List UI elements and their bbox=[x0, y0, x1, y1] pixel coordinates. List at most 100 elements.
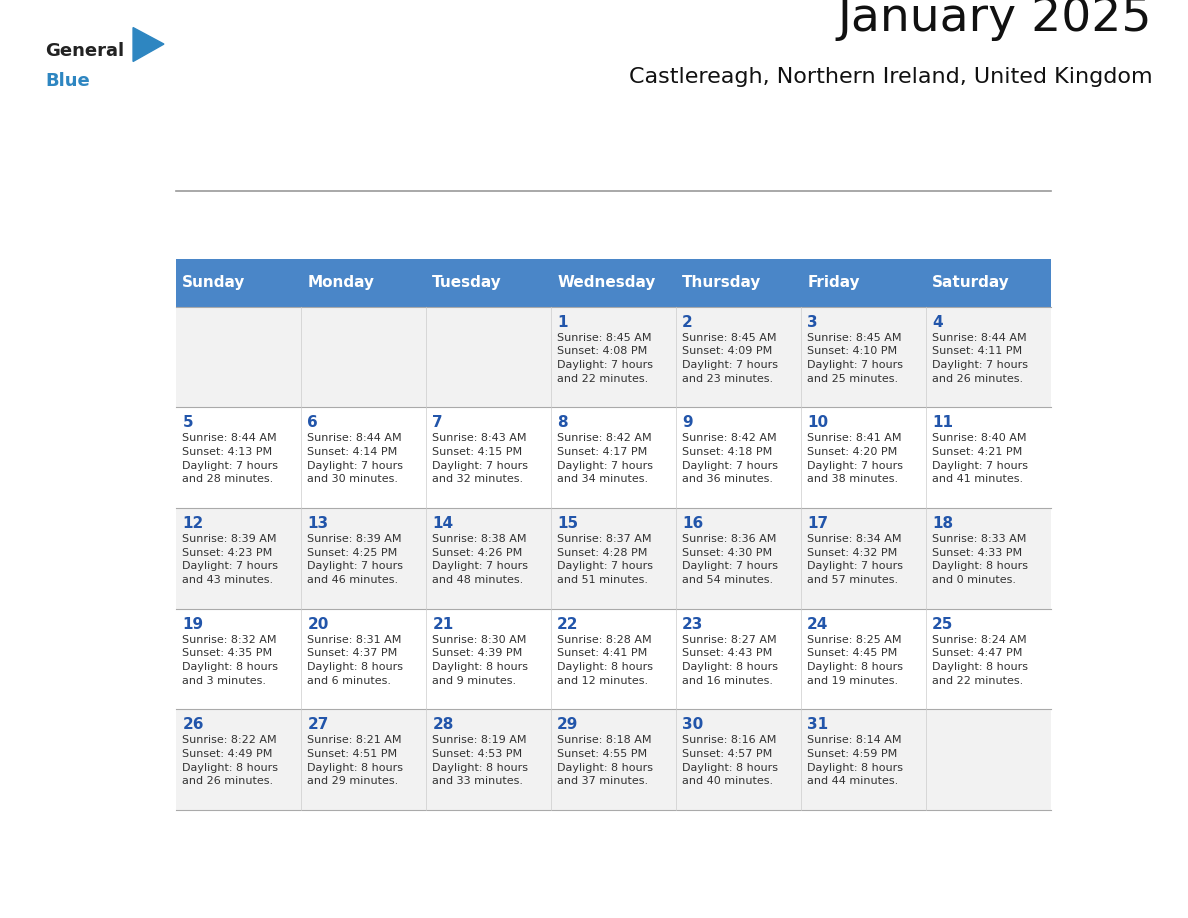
Text: Sunrise: 8:39 AM
Sunset: 4:25 PM
Daylight: 7 hours
and 46 minutes.: Sunrise: 8:39 AM Sunset: 4:25 PM Dayligh… bbox=[308, 534, 403, 585]
Text: Sunrise: 8:38 AM
Sunset: 4:26 PM
Daylight: 7 hours
and 48 minutes.: Sunrise: 8:38 AM Sunset: 4:26 PM Dayligh… bbox=[432, 534, 529, 585]
Text: 13: 13 bbox=[308, 516, 328, 531]
Text: Blue: Blue bbox=[45, 72, 90, 90]
Bar bbox=[426, 259, 551, 307]
Bar bbox=[176, 508, 301, 609]
Bar bbox=[676, 710, 801, 810]
Text: 8: 8 bbox=[557, 415, 568, 431]
Bar bbox=[925, 609, 1051, 710]
Text: 3: 3 bbox=[807, 315, 817, 330]
Text: Sunrise: 8:22 AM
Sunset: 4:49 PM
Daylight: 8 hours
and 26 minutes.: Sunrise: 8:22 AM Sunset: 4:49 PM Dayligh… bbox=[183, 735, 278, 786]
Bar bbox=[301, 609, 426, 710]
Text: Sunrise: 8:40 AM
Sunset: 4:21 PM
Daylight: 7 hours
and 41 minutes.: Sunrise: 8:40 AM Sunset: 4:21 PM Dayligh… bbox=[933, 433, 1028, 485]
Text: Sunrise: 8:21 AM
Sunset: 4:51 PM
Daylight: 8 hours
and 29 minutes.: Sunrise: 8:21 AM Sunset: 4:51 PM Dayligh… bbox=[308, 735, 403, 786]
Text: 29: 29 bbox=[557, 717, 579, 733]
Text: Sunrise: 8:36 AM
Sunset: 4:30 PM
Daylight: 7 hours
and 54 minutes.: Sunrise: 8:36 AM Sunset: 4:30 PM Dayligh… bbox=[682, 534, 778, 585]
Text: Sunrise: 8:42 AM
Sunset: 4:18 PM
Daylight: 7 hours
and 36 minutes.: Sunrise: 8:42 AM Sunset: 4:18 PM Dayligh… bbox=[682, 433, 778, 485]
Text: Sunrise: 8:18 AM
Sunset: 4:55 PM
Daylight: 8 hours
and 37 minutes.: Sunrise: 8:18 AM Sunset: 4:55 PM Dayligh… bbox=[557, 735, 653, 786]
Bar bbox=[301, 259, 426, 307]
Text: Sunrise: 8:25 AM
Sunset: 4:45 PM
Daylight: 8 hours
and 19 minutes.: Sunrise: 8:25 AM Sunset: 4:45 PM Dayligh… bbox=[807, 635, 903, 686]
Bar bbox=[301, 307, 426, 408]
Text: 31: 31 bbox=[807, 717, 828, 733]
Text: Sunrise: 8:14 AM
Sunset: 4:59 PM
Daylight: 8 hours
and 44 minutes.: Sunrise: 8:14 AM Sunset: 4:59 PM Dayligh… bbox=[807, 735, 903, 786]
Bar bbox=[925, 307, 1051, 408]
Text: Sunrise: 8:44 AM
Sunset: 4:13 PM
Daylight: 7 hours
and 28 minutes.: Sunrise: 8:44 AM Sunset: 4:13 PM Dayligh… bbox=[183, 433, 278, 485]
Text: Sunrise: 8:32 AM
Sunset: 4:35 PM
Daylight: 8 hours
and 3 minutes.: Sunrise: 8:32 AM Sunset: 4:35 PM Dayligh… bbox=[183, 635, 278, 686]
Text: Castlereagh, Northern Ireland, United Kingdom: Castlereagh, Northern Ireland, United Ki… bbox=[628, 67, 1152, 87]
Bar bbox=[801, 259, 925, 307]
Text: Sunrise: 8:39 AM
Sunset: 4:23 PM
Daylight: 7 hours
and 43 minutes.: Sunrise: 8:39 AM Sunset: 4:23 PM Dayligh… bbox=[183, 534, 278, 585]
Text: Sunday: Sunday bbox=[183, 275, 246, 290]
Text: Sunrise: 8:31 AM
Sunset: 4:37 PM
Daylight: 8 hours
and 6 minutes.: Sunrise: 8:31 AM Sunset: 4:37 PM Dayligh… bbox=[308, 635, 403, 686]
Text: Sunrise: 8:44 AM
Sunset: 4:14 PM
Daylight: 7 hours
and 30 minutes.: Sunrise: 8:44 AM Sunset: 4:14 PM Dayligh… bbox=[308, 433, 403, 485]
Text: 9: 9 bbox=[682, 415, 693, 431]
Text: Sunrise: 8:42 AM
Sunset: 4:17 PM
Daylight: 7 hours
and 34 minutes.: Sunrise: 8:42 AM Sunset: 4:17 PM Dayligh… bbox=[557, 433, 653, 485]
Text: Saturday: Saturday bbox=[933, 275, 1010, 290]
Text: January 2025: January 2025 bbox=[838, 0, 1152, 41]
Text: Friday: Friday bbox=[807, 275, 860, 290]
Text: Sunrise: 8:16 AM
Sunset: 4:57 PM
Daylight: 8 hours
and 40 minutes.: Sunrise: 8:16 AM Sunset: 4:57 PM Dayligh… bbox=[682, 735, 778, 786]
Text: 7: 7 bbox=[432, 415, 443, 431]
Text: Sunrise: 8:27 AM
Sunset: 4:43 PM
Daylight: 8 hours
and 16 minutes.: Sunrise: 8:27 AM Sunset: 4:43 PM Dayligh… bbox=[682, 635, 778, 686]
Bar bbox=[676, 408, 801, 508]
Bar bbox=[301, 508, 426, 609]
Text: Sunrise: 8:45 AM
Sunset: 4:08 PM
Daylight: 7 hours
and 22 minutes.: Sunrise: 8:45 AM Sunset: 4:08 PM Dayligh… bbox=[557, 333, 653, 384]
Text: 5: 5 bbox=[183, 415, 192, 431]
Text: Sunrise: 8:19 AM
Sunset: 4:53 PM
Daylight: 8 hours
and 33 minutes.: Sunrise: 8:19 AM Sunset: 4:53 PM Dayligh… bbox=[432, 735, 529, 786]
Text: Sunrise: 8:24 AM
Sunset: 4:47 PM
Daylight: 8 hours
and 22 minutes.: Sunrise: 8:24 AM Sunset: 4:47 PM Dayligh… bbox=[933, 635, 1028, 686]
Bar bbox=[801, 408, 925, 508]
Text: 18: 18 bbox=[933, 516, 953, 531]
Text: 21: 21 bbox=[432, 617, 454, 632]
Bar bbox=[426, 710, 551, 810]
Text: Sunrise: 8:43 AM
Sunset: 4:15 PM
Daylight: 7 hours
and 32 minutes.: Sunrise: 8:43 AM Sunset: 4:15 PM Dayligh… bbox=[432, 433, 529, 485]
Text: Tuesday: Tuesday bbox=[432, 275, 503, 290]
Bar bbox=[676, 259, 801, 307]
Text: 1: 1 bbox=[557, 315, 568, 330]
Bar bbox=[676, 609, 801, 710]
Bar bbox=[551, 259, 676, 307]
Bar bbox=[551, 508, 676, 609]
Bar bbox=[176, 609, 301, 710]
Text: 26: 26 bbox=[183, 717, 204, 733]
Text: 10: 10 bbox=[807, 415, 828, 431]
Bar bbox=[176, 307, 301, 408]
Text: Thursday: Thursday bbox=[682, 275, 762, 290]
Text: 4: 4 bbox=[933, 315, 943, 330]
Bar bbox=[551, 609, 676, 710]
Bar bbox=[925, 710, 1051, 810]
Bar bbox=[801, 508, 925, 609]
Bar bbox=[426, 408, 551, 508]
Bar bbox=[176, 408, 301, 508]
Bar bbox=[176, 259, 301, 307]
Text: 30: 30 bbox=[682, 717, 703, 733]
Text: Sunrise: 8:33 AM
Sunset: 4:33 PM
Daylight: 8 hours
and 0 minutes.: Sunrise: 8:33 AM Sunset: 4:33 PM Dayligh… bbox=[933, 534, 1028, 585]
Text: 27: 27 bbox=[308, 717, 329, 733]
Text: Sunrise: 8:44 AM
Sunset: 4:11 PM
Daylight: 7 hours
and 26 minutes.: Sunrise: 8:44 AM Sunset: 4:11 PM Dayligh… bbox=[933, 333, 1028, 384]
Bar bbox=[801, 307, 925, 408]
Bar bbox=[676, 307, 801, 408]
Text: 16: 16 bbox=[682, 516, 703, 531]
Text: Sunrise: 8:34 AM
Sunset: 4:32 PM
Daylight: 7 hours
and 57 minutes.: Sunrise: 8:34 AM Sunset: 4:32 PM Dayligh… bbox=[807, 534, 903, 585]
Bar bbox=[676, 508, 801, 609]
Text: 2: 2 bbox=[682, 315, 693, 330]
Text: 20: 20 bbox=[308, 617, 329, 632]
Bar bbox=[551, 408, 676, 508]
Text: General: General bbox=[45, 41, 125, 60]
Text: 19: 19 bbox=[183, 617, 203, 632]
Bar bbox=[925, 259, 1051, 307]
Bar bbox=[426, 508, 551, 609]
Text: 22: 22 bbox=[557, 617, 579, 632]
Text: Sunrise: 8:30 AM
Sunset: 4:39 PM
Daylight: 8 hours
and 9 minutes.: Sunrise: 8:30 AM Sunset: 4:39 PM Dayligh… bbox=[432, 635, 529, 686]
Bar bbox=[426, 307, 551, 408]
Text: Sunrise: 8:37 AM
Sunset: 4:28 PM
Daylight: 7 hours
and 51 minutes.: Sunrise: 8:37 AM Sunset: 4:28 PM Dayligh… bbox=[557, 534, 653, 585]
Text: 6: 6 bbox=[308, 415, 318, 431]
Text: Wednesday: Wednesday bbox=[557, 275, 656, 290]
Text: 28: 28 bbox=[432, 717, 454, 733]
Bar bbox=[176, 710, 301, 810]
Text: 11: 11 bbox=[933, 415, 953, 431]
Bar bbox=[426, 609, 551, 710]
Text: 12: 12 bbox=[183, 516, 203, 531]
Text: Sunrise: 8:28 AM
Sunset: 4:41 PM
Daylight: 8 hours
and 12 minutes.: Sunrise: 8:28 AM Sunset: 4:41 PM Dayligh… bbox=[557, 635, 653, 686]
Bar bbox=[801, 609, 925, 710]
Text: Sunrise: 8:45 AM
Sunset: 4:09 PM
Daylight: 7 hours
and 23 minutes.: Sunrise: 8:45 AM Sunset: 4:09 PM Dayligh… bbox=[682, 333, 778, 384]
Text: 24: 24 bbox=[807, 617, 828, 632]
